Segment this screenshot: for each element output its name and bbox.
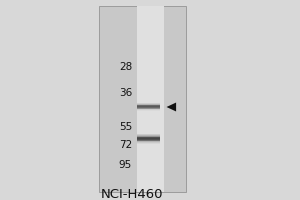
Text: 36: 36: [119, 88, 132, 98]
Bar: [137, 104, 160, 105]
Text: 55: 55: [119, 122, 132, 132]
Bar: [137, 103, 160, 104]
Bar: [137, 110, 160, 111]
Bar: [137, 140, 160, 141]
Bar: [137, 138, 160, 139]
Bar: [137, 108, 160, 109]
Bar: [137, 141, 160, 142]
Text: NCI-H460: NCI-H460: [101, 188, 163, 200]
Bar: [136, 6, 164, 192]
Text: 72: 72: [119, 140, 132, 150]
Bar: [137, 106, 160, 107]
Bar: [137, 139, 160, 140]
Text: 28: 28: [119, 62, 132, 72]
Bar: [137, 135, 160, 136]
Bar: [137, 107, 160, 108]
Bar: [137, 109, 160, 110]
Text: 95: 95: [119, 160, 132, 170]
Polygon shape: [167, 103, 176, 111]
Bar: [137, 143, 160, 144]
Bar: [137, 137, 160, 138]
Bar: [137, 105, 160, 106]
Bar: [99, 6, 186, 192]
Bar: [137, 136, 160, 137]
Bar: [137, 142, 160, 143]
Bar: [137, 134, 160, 135]
